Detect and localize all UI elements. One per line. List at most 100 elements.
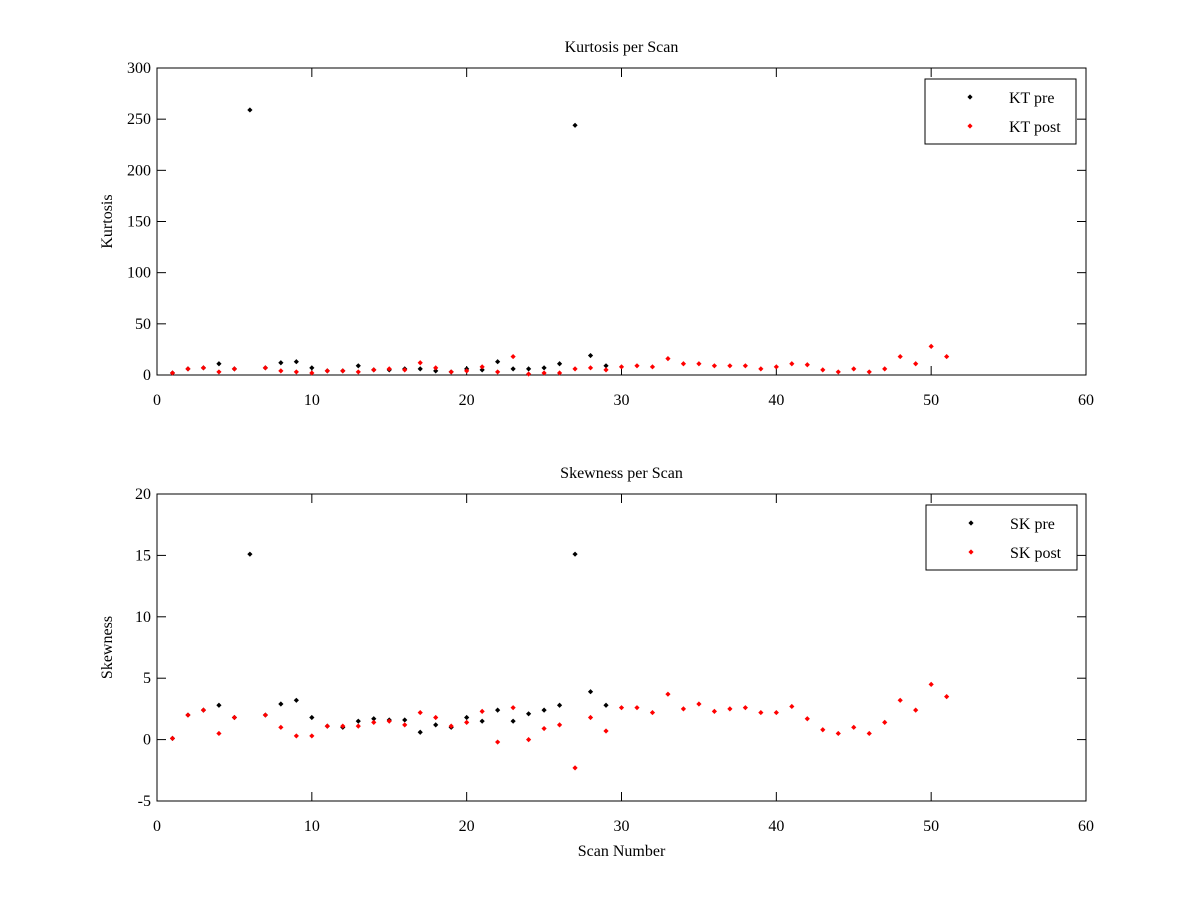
skewness-x-tick-label: 40 [768,818,784,835]
skewness-point [587,714,594,721]
skewness-point [510,718,516,724]
kurtosis-point [773,364,779,370]
skewness-point [433,722,439,728]
kurtosis-point [541,365,547,371]
kurtosis-point [169,370,176,376]
skewness-point [402,722,408,728]
kurtosis-point [727,363,733,369]
kurtosis-chart-title: Kurtosis per Scan [565,39,679,56]
kurtosis-point [510,366,516,372]
kurtosis-x-tick-label: 40 [768,392,784,409]
kurtosis-legend-marker [967,94,973,100]
kurtosis-point [185,366,191,372]
skewness-point [711,708,717,714]
skewness-point [603,702,609,708]
kurtosis-point [386,366,392,372]
kurtosis-x-tick-label: 10 [304,392,320,409]
skewness-point [541,725,547,732]
kurtosis-point [851,366,857,372]
skewness-point [556,722,563,728]
skewness-point [820,727,826,733]
kurtosis-y-tick-label: 0 [143,367,151,384]
kurtosis-series-pre [169,107,609,376]
kurtosis-point [402,367,408,373]
skewness-point [448,723,454,729]
kurtosis-point [587,365,594,371]
skewness-point [618,705,625,711]
kurtosis-point [278,360,284,366]
skewness-point [293,697,299,703]
skewness-point [417,729,423,735]
kurtosis-point [417,366,423,372]
skewness-y-tick-label: 0 [143,732,151,749]
kurtosis-point [216,361,222,367]
skewness-point [309,714,315,721]
kurtosis-point [355,369,361,375]
kurtosis-point [495,369,501,375]
skewness-y-tick-label: 10 [135,609,151,626]
kurtosis-point [556,370,563,376]
kurtosis-legend-box [924,78,1077,145]
kurtosis-point [556,361,563,367]
skewness-point [479,718,485,724]
kurtosis-point [618,364,625,370]
skewness-point [433,714,439,721]
skewness-point [587,689,594,695]
skewness-y-tick-label: 5 [143,670,151,687]
kurtosis-point [789,361,795,367]
kurtosis-point [293,369,299,375]
kurtosis-point [742,363,748,369]
kurtosis-point [758,366,764,372]
kurtosis-point [913,361,919,367]
kurtosis-y-tick-label: 250 [127,111,151,128]
kurtosis-point [897,353,903,360]
skewness-point [309,733,315,739]
skewness-y-tick-label: -5 [138,793,151,810]
skewness-point [556,702,563,708]
kurtosis-point [820,367,826,373]
kurtosis-legend-marker [967,123,973,129]
kurtosis-point [324,368,330,374]
kurtosis-point [603,363,609,369]
kurtosis-point [309,370,315,376]
kurtosis-y-tick-label: 50 [135,316,151,333]
skewness-point [464,719,470,726]
skewness-point [324,723,330,729]
kurtosis-point [309,365,315,371]
kurtosis-point [866,369,872,375]
skewness-x-tick-label: 30 [614,818,630,835]
skewness-point [773,709,779,716]
skewness-point [293,733,299,739]
kurtosis-point [696,361,702,367]
skewness-point [851,724,857,730]
kurtosis-point [526,366,532,372]
kurtosis-y-tick-label: 150 [127,214,151,231]
skewness-x-tick-label: 20 [459,818,475,835]
skewness-point [742,705,748,711]
skewness-y-axis-label: Skewness [99,616,116,679]
kurtosis-x-tick-label: 30 [614,392,630,409]
skewness-point [386,718,392,724]
kurtosis-point [526,371,532,377]
kurtosis-point [835,369,841,375]
skewness-x-tick-label: 60 [1078,818,1094,835]
skewness-point [169,735,176,741]
skewness-x-tick-label: 0 [153,818,161,835]
kurtosis-point [340,368,346,374]
kurtosis-point [944,353,950,360]
kurtosis-point [634,363,640,369]
skewness-point [340,723,346,729]
kurtosis-point [278,368,284,374]
skewness-point [758,709,764,716]
skewness-point [231,714,238,721]
skewness-point [355,723,361,729]
kurtosis-y-tick-label: 300 [127,60,151,77]
kurtosis-point [479,364,485,370]
skewness-point [866,730,872,737]
skewness-point [278,701,284,707]
skewness-point [572,551,578,557]
kurtosis-point [371,367,377,373]
skewness-point [200,707,207,713]
kurtosis-point [711,363,717,369]
